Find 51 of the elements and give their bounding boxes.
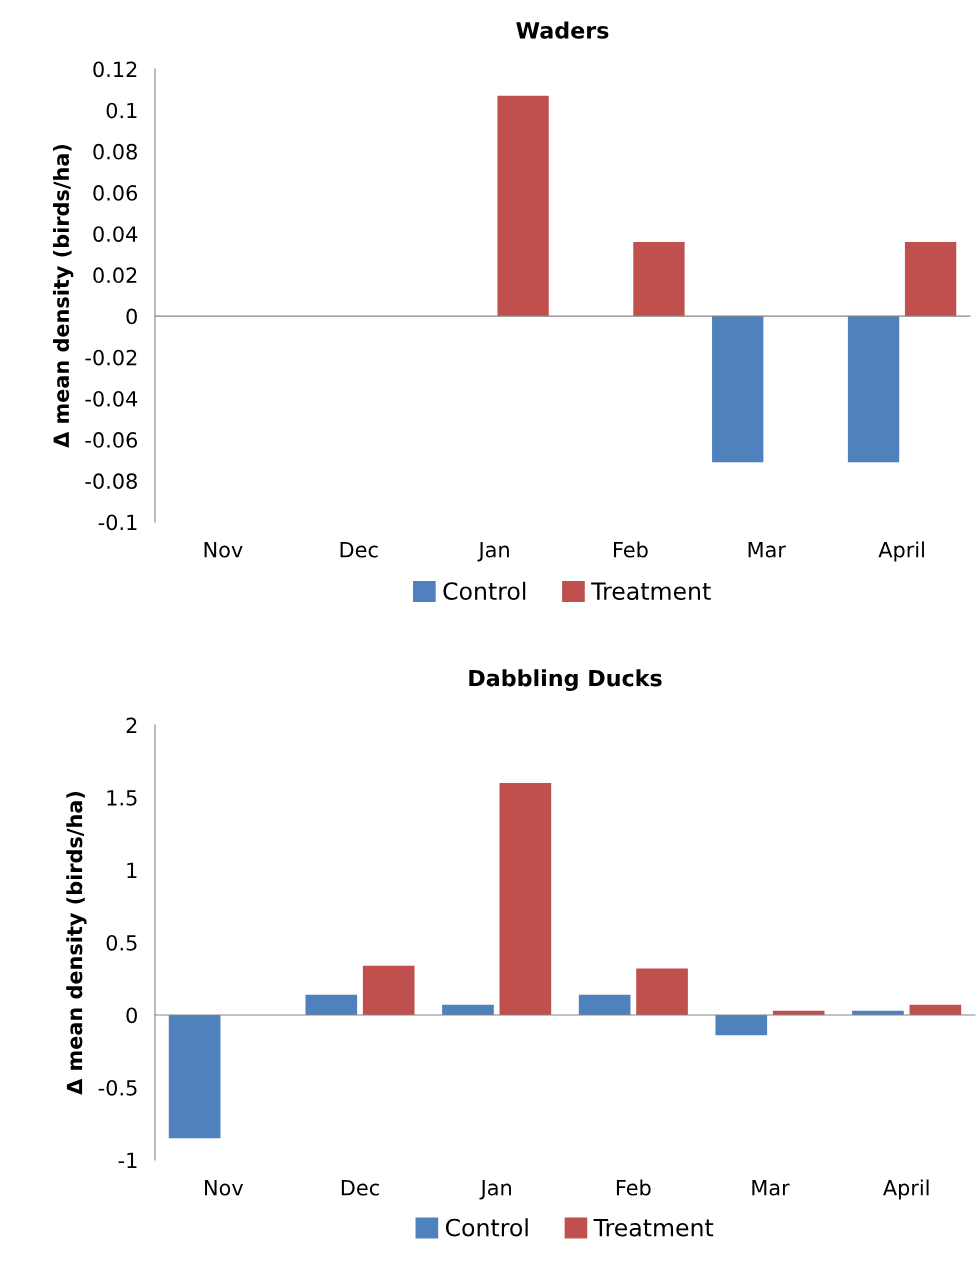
- x-tick-label: Mar: [752, 1180, 790, 1196]
- bar: [362, 965, 415, 1015]
- x-tick-label: Nov: [205, 1180, 244, 1196]
- y-tick-label: 0.12: [93, 61, 137, 78]
- chart-title: Waders: [516, 21, 609, 39]
- bar: [497, 95, 549, 317]
- y-tick-label: -0.02: [85, 349, 137, 366]
- bar: [578, 994, 631, 1015]
- x-tick-label: Dec: [340, 542, 378, 558]
- legend-label: Control: [445, 1218, 528, 1237]
- x-tick-label: April: [883, 1179, 929, 1200]
- bar: [305, 994, 358, 1015]
- y-tick-label: 0.1: [106, 102, 137, 119]
- bar: [847, 316, 900, 463]
- y-tick-label: 0: [126, 1007, 137, 1024]
- x-tick-label: Nov: [204, 542, 243, 558]
- x-tick-label: April: [878, 541, 924, 562]
- x-tick-label: Jan: [477, 542, 509, 562]
- bar: [715, 1015, 768, 1036]
- x-tick-label: Feb: [614, 541, 648, 558]
- legend-label: Treatment: [593, 1218, 714, 1237]
- y-tick-label: 1.5: [107, 790, 137, 806]
- bar: [168, 1015, 221, 1139]
- chart-title: Dabbling Ducks: [469, 669, 662, 691]
- y-tick-label: 2: [126, 717, 137, 733]
- legend-label: Control: [443, 581, 526, 601]
- bar: [633, 241, 685, 317]
- y-tick-label: -0.04: [85, 390, 138, 407]
- x-tick-label: Dec: [341, 1180, 379, 1196]
- y-tick-label: 0.04: [93, 226, 138, 242]
- x-tick-label: Jan: [479, 1180, 511, 1200]
- y-axis-title: Δ mean density (birds/ha): [52, 144, 74, 448]
- y-axis-title: Δ mean density (birds/ha): [66, 791, 87, 1095]
- bar: [499, 783, 552, 1015]
- y-tick-label: 1: [127, 862, 137, 878]
- legend-label: Treatment: [591, 582, 711, 601]
- bar: [712, 316, 764, 463]
- x-tick-label: Feb: [616, 1179, 651, 1196]
- y-tick-label: 0.06: [93, 185, 138, 201]
- bar: [904, 241, 957, 317]
- y-tick-label: 0: [126, 308, 137, 325]
- y-tick-label: 0.02: [93, 267, 137, 284]
- y-tick-label: -1: [118, 1152, 137, 1168]
- y-tick-label: -0.1: [98, 514, 137, 531]
- y-tick-label: 0.5: [106, 934, 137, 951]
- y-tick-label: 0.08: [93, 143, 137, 160]
- y-tick-label: -0.08: [85, 473, 137, 490]
- bar: [636, 968, 688, 1015]
- x-tick-label: Mar: [748, 542, 786, 558]
- y-tick-label: -0.06: [85, 432, 138, 448]
- y-tick-label: -0.5: [98, 1079, 137, 1096]
